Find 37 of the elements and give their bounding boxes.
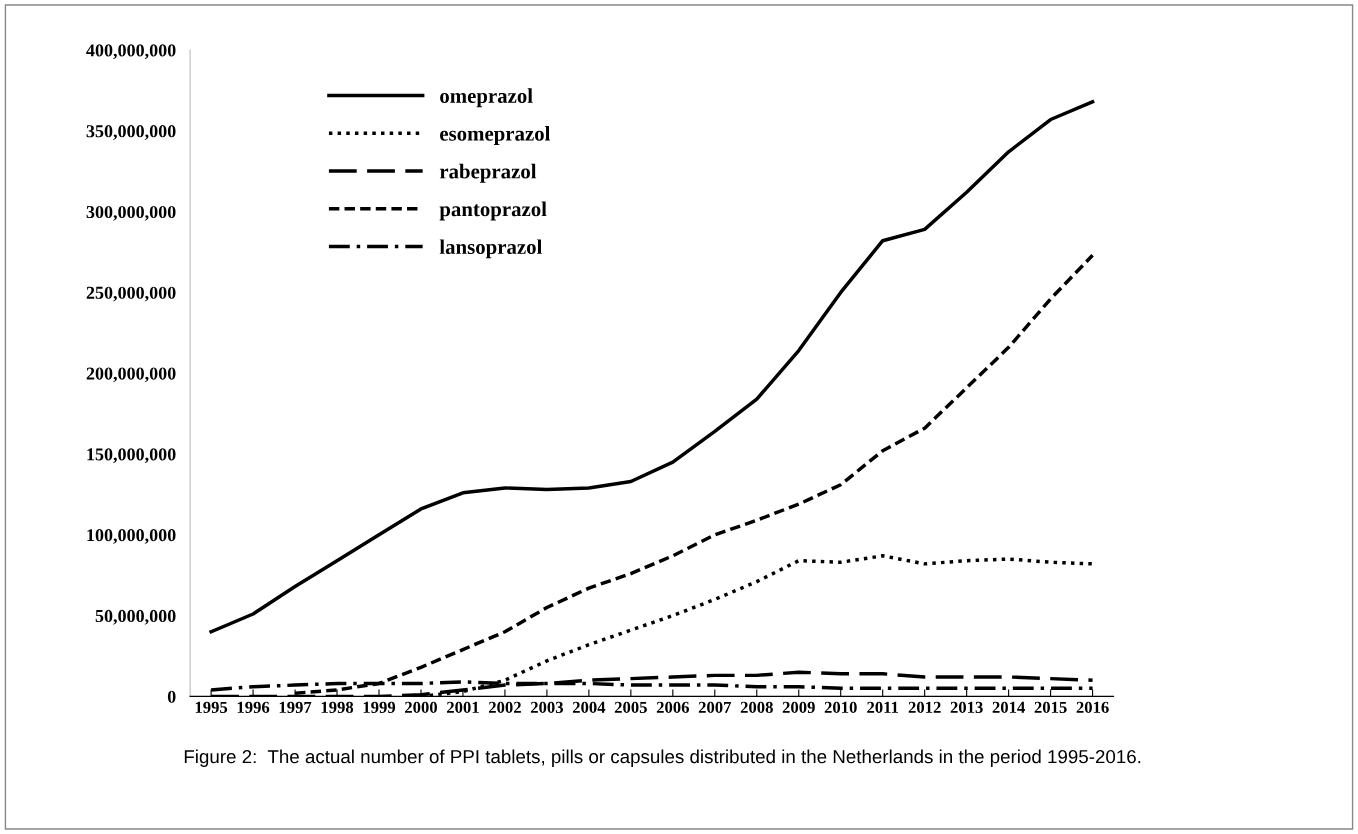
x-tick-label: 2004 [572, 701, 606, 713]
x-tick-label: 2007 [698, 701, 732, 713]
x-tick-label: 1995 [195, 701, 228, 713]
y-tick-label: 50,000,000 [95, 609, 176, 625]
x-tick-label: 2009 [782, 701, 815, 713]
y-tick-label: 200,000,000 [86, 367, 176, 383]
legend-label: pantoprazol [439, 201, 547, 221]
legend-label: lansoprazol [439, 239, 542, 259]
x-tick-label: 2013 [950, 701, 983, 713]
x-tick-label: 2001 [446, 701, 479, 713]
y-tick-label: 0 [167, 690, 176, 703]
x-tick-label: 1998 [321, 701, 354, 713]
x-tick-label: 2015 [1034, 701, 1067, 713]
x-tick-label: 2006 [656, 701, 690, 713]
y-tick-label: 250,000,000 [86, 286, 176, 302]
x-tick-label: 2014 [992, 701, 1025, 713]
x-tick-label: 2000 [405, 701, 438, 713]
y-tick-label: 150,000,000 [87, 448, 176, 464]
x-tick-label: 2016 [1076, 701, 1109, 713]
legend-label: rabeprazol [439, 163, 537, 183]
caption: Figure 2: The actual number of PPI tablets, pills or capsules distributed in the Netherlands in the period 1995-2016. [184, 749, 1141, 767]
x-tick-label: 2002 [488, 701, 521, 713]
x-tick-label: 2003 [530, 701, 563, 713]
y-tick-label: 100,000,000 [87, 529, 176, 544]
x-tick-label: 2005 [614, 701, 647, 713]
y-tick-label: 300,000,000 [86, 205, 176, 221]
x-tick-label: 2011 [867, 701, 899, 713]
x-tick-label: 2012 [908, 701, 941, 713]
y-tick-label: 400,000,000 [86, 44, 176, 60]
x-tick-label: 1999 [363, 701, 396, 713]
x-tick-label: 1997 [279, 701, 312, 713]
x-tick-label: 2010 [824, 701, 857, 713]
legend-label: esomeprazol [440, 126, 551, 145]
legend-label: omeprazol [440, 88, 533, 108]
x-tick-label: 1996 [237, 701, 270, 713]
y-tick-label: 350,000,000 [86, 125, 176, 140]
x-tick-label: 2008 [740, 701, 773, 713]
